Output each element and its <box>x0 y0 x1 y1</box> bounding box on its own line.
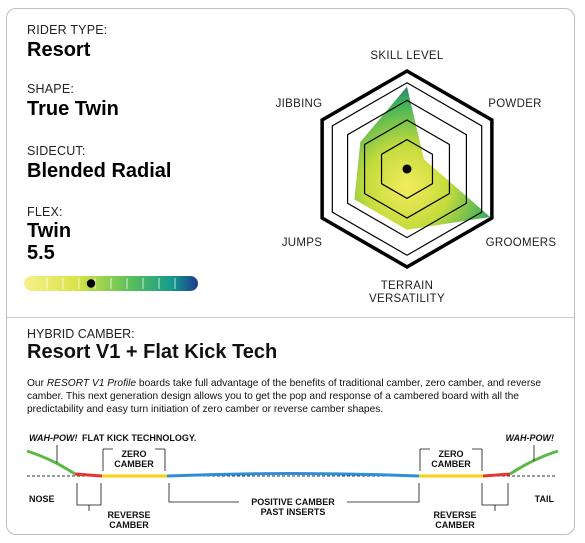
axis-skill-level: SKILL LEVEL <box>370 50 444 62</box>
rider-type-value: Resort <box>27 39 91 61</box>
tail-reverse-segment <box>482 472 511 478</box>
nose-reverse-segment <box>74 472 103 478</box>
ride-radar-chart: SKILL LEVEL POWDER GROOMERS TERRAIN VERS… <box>276 50 557 305</box>
wah-pow-left: WAH-POW! <box>29 433 78 443</box>
radar-center-dot <box>402 164 412 174</box>
reverse-camber-left-1: REVERSE <box>107 510 150 520</box>
rider-type-label: RIDER TYPE: <box>27 23 108 37</box>
reverse-camber-right-1: REVERSE <box>433 510 476 520</box>
axis-groomers: GROOMERS <box>486 237 557 249</box>
flex-label: FLEX: <box>27 205 63 219</box>
radar-value-area <box>354 86 491 230</box>
reverse-camber-left-2: CAMBER <box>109 520 149 530</box>
sidecut-label: SIDECUT: <box>27 144 86 158</box>
axis-terrain: TERRAIN <box>381 280 434 292</box>
flat-kick-label: FLAT KICK TECHNOLOGY. <box>82 433 196 443</box>
zero-camber-left-2: CAMBER <box>114 459 154 469</box>
flex-scale <box>24 276 198 291</box>
camber-label: HYBRID CAMBER: <box>27 327 135 341</box>
section-divider <box>7 317 574 318</box>
zero-camber-right-1: ZERO <box>438 449 463 459</box>
axis-jibbing: JIBBING <box>276 98 323 110</box>
nose-kick-segment <box>26 449 76 476</box>
axis-versatility: VERSATILITY <box>369 293 445 305</box>
axis-jumps: JUMPS <box>282 237 323 249</box>
shape-value: True Twin <box>27 98 119 120</box>
reverse-camber-right-2: CAMBER <box>435 520 475 530</box>
radar-rings <box>320 68 494 270</box>
camber-description: Our RESORT V1 Profile boards take full a… <box>27 378 542 416</box>
zero-camber-left-1: ZERO <box>121 449 146 459</box>
tail-kick-segment <box>509 449 559 476</box>
flex-value-line2: 5.5 <box>27 242 55 264</box>
shape-label: SHAPE: <box>27 82 75 96</box>
camber-title: Resort V1 + Flat Kick Tech <box>27 341 278 363</box>
profile-name: RESORT V1 Profile <box>46 378 137 389</box>
positive-camber-segment <box>166 472 420 478</box>
tail-label: TAIL <box>535 494 555 504</box>
positive-camber-label: POSITIVE CAMBER <box>251 497 335 507</box>
camber-profile-diagram: WAH-POW! FLAT KICK TECHNOLOGY. WAH-POW! … <box>26 433 559 530</box>
sidecut-value: Blended Radial <box>27 160 172 182</box>
flex-marker <box>86 279 96 288</box>
flex-value-line1: Twin <box>27 220 72 242</box>
axis-powder: POWDER <box>488 98 542 110</box>
board-spec-card: RIDER TYPE: Resort SHAPE: True Twin SIDE… <box>6 8 575 535</box>
wah-pow-right: WAH-POW! <box>506 433 555 443</box>
zero-camber-right-2: CAMBER <box>431 459 471 469</box>
past-inserts-label: PAST INSERTS <box>261 507 326 517</box>
nose-label: NOSE <box>29 494 55 504</box>
